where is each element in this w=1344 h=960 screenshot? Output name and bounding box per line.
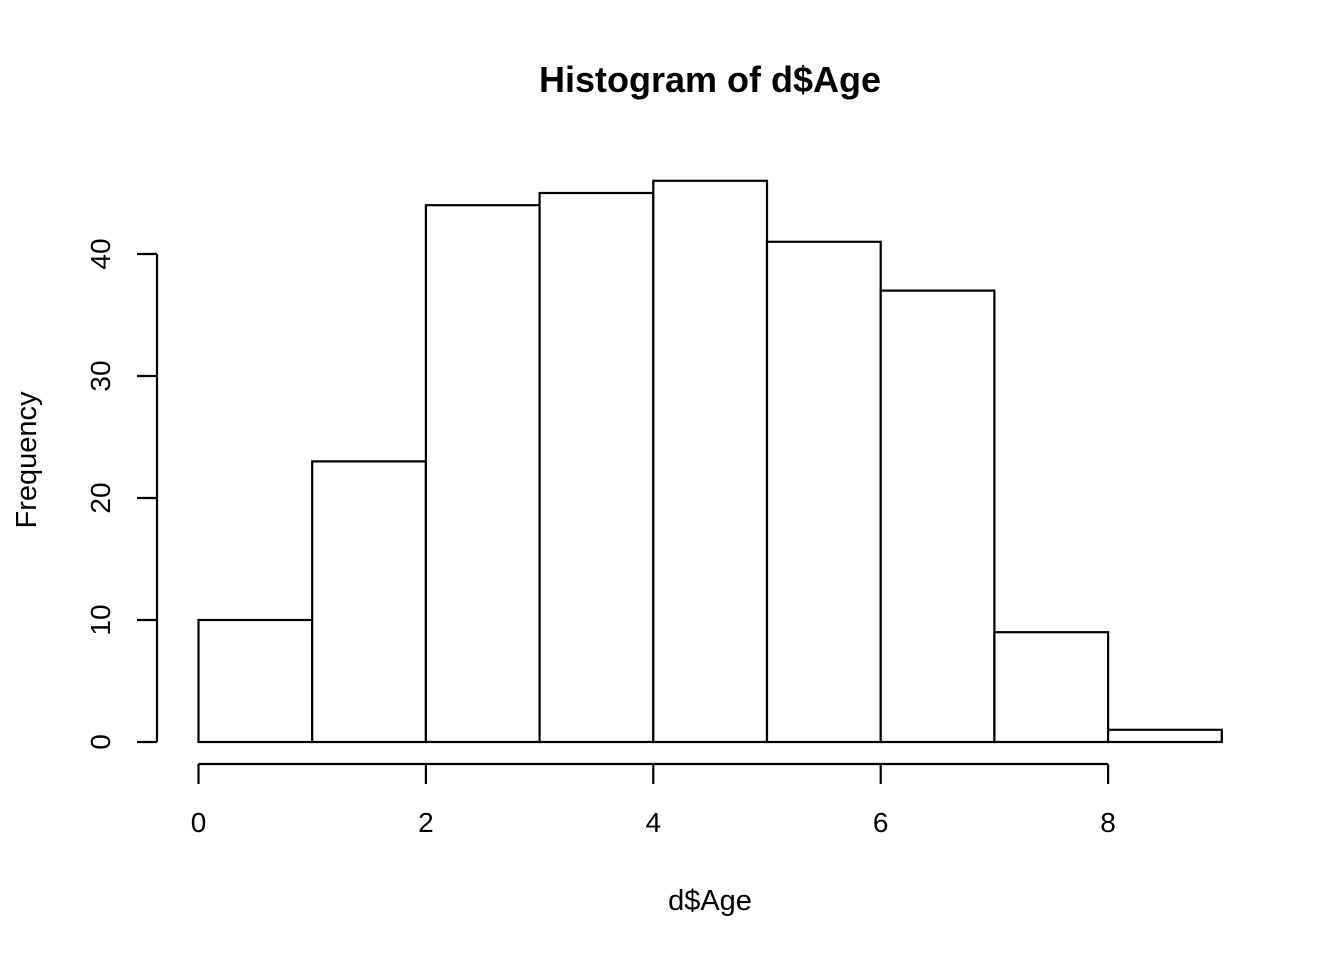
x-axis: 0 2 4 6 8 (191, 762, 1116, 838)
histogram-bar (652, 179, 769, 744)
histogram-bar (879, 289, 996, 744)
histogram-bars (197, 179, 1223, 744)
y-axis-label: Frequency (11, 391, 43, 529)
x-tick-label: 0 (191, 807, 207, 838)
histogram-bar (993, 631, 1110, 744)
chart-title: Histogram of d$Age (539, 59, 881, 100)
y-tick-label: 0 (85, 734, 116, 750)
x-tick-label: 6 (873, 807, 889, 838)
histogram-bar (538, 191, 655, 744)
histogram-bar (197, 618, 314, 744)
histogram-bar (311, 460, 428, 744)
histogram-bar (765, 240, 882, 744)
x-tick-label: 2 (418, 807, 434, 838)
y-axis: 0 10 20 30 40 (85, 238, 159, 750)
histogram-bar (1106, 728, 1223, 744)
y-tick-label: 30 (85, 360, 116, 391)
y-tick-label: 40 (85, 238, 116, 269)
x-tick-label: 4 (646, 807, 662, 838)
y-tick-label: 10 (85, 604, 116, 635)
histogram-bar (424, 204, 541, 744)
x-axis-label: d$Age (668, 885, 752, 917)
y-tick-label: 20 (85, 482, 116, 513)
x-tick-label: 8 (1100, 807, 1116, 838)
